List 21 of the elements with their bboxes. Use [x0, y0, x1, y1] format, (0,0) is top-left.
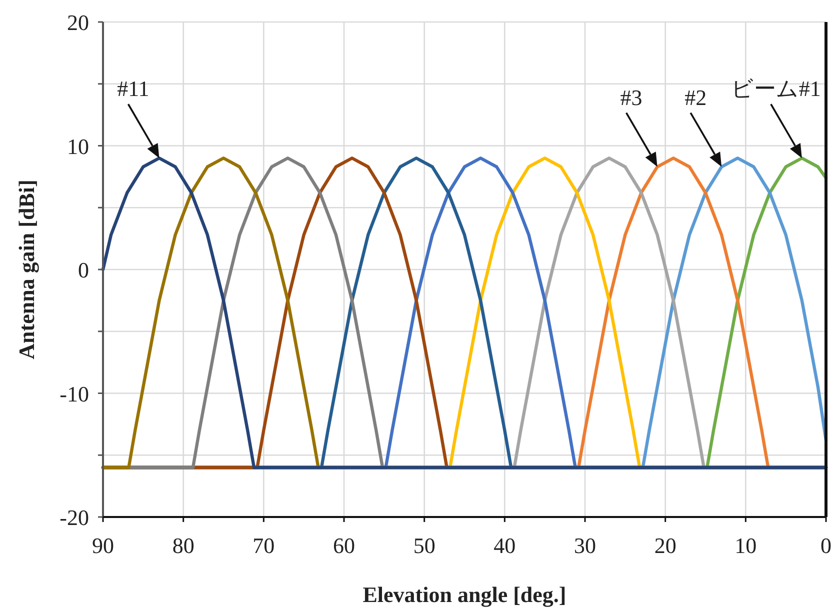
x-tick-label: 70 [252, 533, 275, 558]
x-tick-label: 0 [820, 533, 832, 558]
x-tick-label: 80 [172, 533, 194, 558]
y-tick-label: 20 [67, 10, 89, 35]
x-tick-label: 60 [333, 533, 355, 558]
y-axis-title: Antenna gain [dBi] [14, 180, 39, 360]
y-tick-label: 0 [78, 258, 89, 282]
annotation: #11 [117, 76, 150, 102]
y-tick-label: -10 [60, 381, 89, 406]
x-tick-label: 50 [413, 533, 436, 558]
x-axis-title: Elevation angle [deg.] [362, 582, 566, 607]
annotation: #2 [684, 84, 707, 110]
annotation: #3 [620, 84, 642, 110]
x-tick-label: 10 [734, 533, 757, 558]
x-tick-label: 40 [494, 533, 516, 558]
x-tick-label: 20 [654, 533, 676, 558]
y-tick-label: -20 [60, 505, 89, 530]
annotation: ビーム#1 [730, 76, 821, 102]
x-tick-label: 30 [574, 533, 596, 558]
x-tick-label: 90 [92, 533, 114, 558]
y-tick-label: 10 [67, 134, 89, 159]
